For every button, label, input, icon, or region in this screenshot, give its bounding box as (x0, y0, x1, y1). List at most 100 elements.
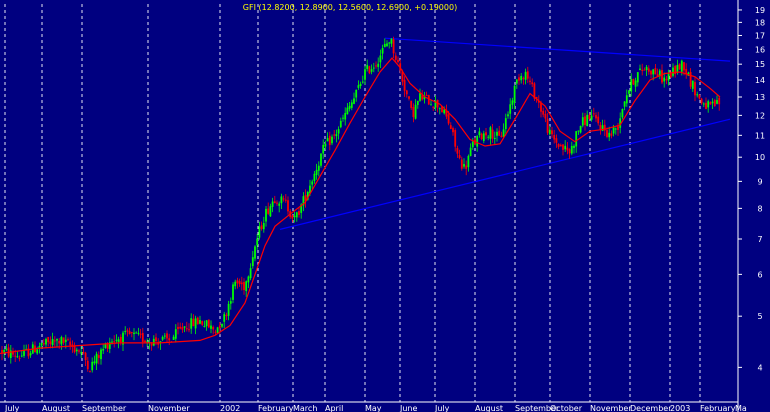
candle-body (199, 320, 201, 324)
candle-body (185, 328, 188, 330)
candles (1, 36, 721, 373)
x-tick-label: May (365, 404, 382, 412)
candle-body (181, 327, 184, 330)
candle-body (97, 355, 100, 358)
candle-body (9, 350, 12, 358)
candle-body (654, 67, 657, 75)
candle-body (328, 135, 331, 146)
candle-body (80, 352, 83, 354)
candle-body (663, 77, 666, 82)
candle-body (551, 130, 553, 135)
candle-body (496, 131, 498, 136)
candle-body (463, 164, 465, 167)
candle-body (306, 191, 309, 200)
candle-body (716, 100, 718, 104)
candle-body (84, 352, 87, 361)
candle-body (86, 360, 89, 370)
candle-body (672, 67, 674, 76)
candle-body (350, 102, 353, 108)
x-tick-label: July (434, 404, 450, 412)
candle-body (460, 159, 463, 169)
candle-body (467, 155, 470, 168)
chart-title: GFI (12.8200, 12.8900, 12.5600, 12.6900,… (243, 3, 457, 12)
x-tick-label: October (550, 404, 583, 412)
candle-body (713, 100, 716, 106)
candle-body (482, 133, 485, 141)
candle-body (225, 315, 228, 317)
candle-body (89, 371, 91, 373)
candle-body (357, 85, 360, 88)
y-tick-label: 8 (757, 204, 762, 213)
candle-body (119, 336, 122, 343)
candle-body (293, 215, 296, 218)
x-tick-label: September (515, 404, 560, 412)
candle-body (674, 66, 677, 75)
candle-body (29, 353, 32, 356)
candle-body (251, 257, 254, 267)
candle-body (196, 317, 199, 325)
candle-body (205, 320, 208, 327)
candle-body (416, 100, 419, 105)
candle-body (656, 74, 659, 77)
candle-body (375, 65, 377, 67)
candle-body (432, 106, 435, 108)
candle-body (302, 196, 305, 206)
candle-body (372, 67, 375, 69)
candle-body (313, 173, 316, 181)
candle-body (434, 100, 437, 108)
candle-body (588, 114, 591, 120)
candle-body (60, 337, 63, 345)
candle-body (702, 103, 705, 105)
candle-body (491, 129, 494, 139)
candle-body (553, 135, 556, 140)
candle-body (522, 77, 525, 79)
candle-body (592, 113, 595, 115)
candle-body (447, 114, 450, 124)
y-tick-label: 18 (755, 18, 765, 27)
candle-body (480, 133, 483, 140)
candle-body (280, 196, 283, 204)
candle-body (236, 280, 239, 284)
candle-body (544, 113, 547, 119)
candle-body (3, 349, 6, 353)
candle-body (562, 144, 564, 150)
candle-body (166, 333, 168, 339)
candle-body (128, 331, 131, 334)
x-tick-label: February (258, 404, 294, 412)
candle-body (685, 68, 688, 74)
candle-body (115, 339, 118, 341)
candle-body (260, 225, 263, 229)
candle-body (641, 69, 644, 71)
candle-body (575, 131, 578, 147)
y-tick-label: 19 (755, 6, 765, 15)
axes (0, 0, 742, 412)
candle-body (221, 323, 223, 327)
candle-body (408, 96, 410, 99)
candle-body (513, 85, 516, 103)
candle-body (91, 361, 94, 371)
candle-body (667, 73, 670, 81)
candle-body (234, 281, 237, 287)
y-tick-label: 5 (757, 312, 762, 321)
candle-body (210, 325, 212, 329)
candle-body (304, 195, 307, 202)
candle-body (133, 332, 135, 335)
candle-body (542, 110, 545, 115)
candle-body (342, 117, 344, 119)
candle-body (194, 318, 197, 329)
candle-body (577, 130, 580, 132)
candle-body (683, 62, 685, 71)
candle-body (212, 326, 215, 330)
candle-body (335, 134, 338, 137)
candle-body (518, 77, 520, 81)
candle-body (183, 326, 186, 328)
candle-body (258, 226, 261, 238)
candle-body (555, 138, 558, 143)
candle-body (38, 346, 41, 348)
candle-body (445, 109, 448, 117)
candle-body (317, 165, 320, 171)
candle-body (612, 127, 615, 134)
x-tick-label: December (630, 404, 672, 412)
y-tick-label: 10 (755, 153, 765, 162)
